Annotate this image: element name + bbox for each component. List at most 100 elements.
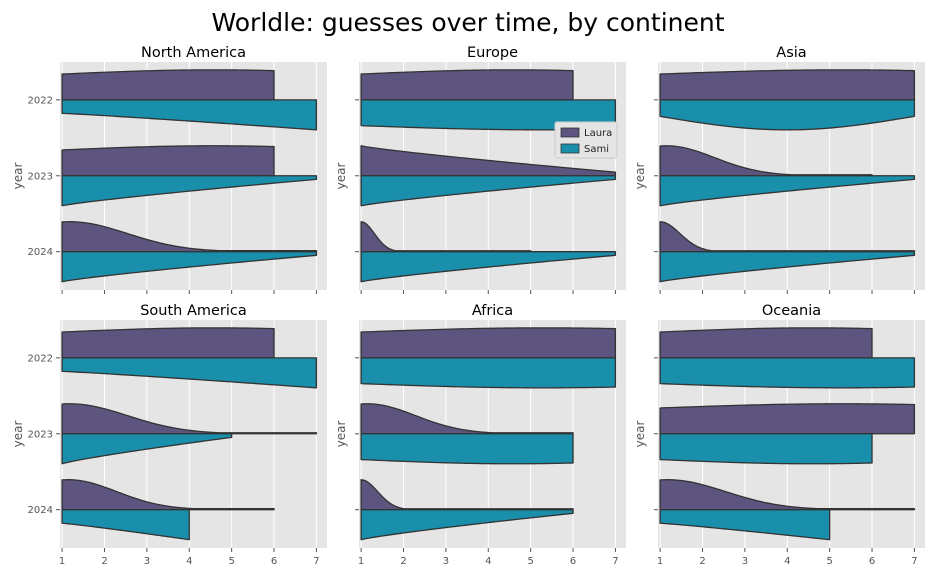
x-tick-label: 6 xyxy=(271,556,277,567)
y-tick-label: 2022 xyxy=(28,95,53,106)
violin-2023 xyxy=(61,145,318,207)
y-tick-label: 2024 xyxy=(28,505,53,516)
legend-swatch-sami xyxy=(560,143,580,154)
x-tick-label: 7 xyxy=(313,556,319,567)
violin-half-laura xyxy=(61,479,275,511)
x-tick-label: 4 xyxy=(784,556,790,567)
violin-2024 xyxy=(360,479,574,541)
violin-half-sami xyxy=(61,175,318,207)
y-axis-label: year xyxy=(633,421,647,448)
violin-half-sami xyxy=(61,357,318,389)
legend: Laura Sami xyxy=(554,121,618,159)
violin-half-laura xyxy=(61,69,275,101)
violin-2023 xyxy=(360,145,617,207)
legend-label-laura: Laura xyxy=(584,128,612,139)
violin-2024 xyxy=(360,221,617,283)
violin-half-laura xyxy=(61,145,275,177)
legend-label-sami: Sami xyxy=(584,144,609,155)
x-tick-label: 2 xyxy=(699,556,705,567)
panel-title: Africa xyxy=(472,303,513,319)
x-tick-label: 6 xyxy=(570,556,576,567)
x-tick-label: 4 xyxy=(186,556,192,567)
violin-half-sami xyxy=(61,99,318,131)
violin-half-laura xyxy=(659,145,873,177)
violin-half-sami xyxy=(659,175,916,207)
violin-2023 xyxy=(360,403,574,465)
x-tick-label: 3 xyxy=(443,556,449,567)
x-tick-label: 5 xyxy=(228,556,234,567)
violin-half-laura xyxy=(360,327,617,359)
violin-2024 xyxy=(61,479,275,541)
violin-half-laura xyxy=(360,69,574,101)
panel-africa: Africa year 1 2 3 4 5 6 7 xyxy=(334,303,626,567)
violin-half-laura xyxy=(360,479,574,511)
panel-oceania: Oceania year 1 2 3 4 5 6 7 xyxy=(633,303,925,567)
violin-half-laura xyxy=(659,327,873,359)
y-tick-label: 2023 xyxy=(28,429,53,440)
violin-2022 xyxy=(360,69,617,131)
violin-2022 xyxy=(659,327,916,389)
violin-half-sami xyxy=(659,433,873,465)
panel-title: Europe xyxy=(467,45,518,61)
y-axis-label: year xyxy=(334,421,348,448)
violin-half-sami xyxy=(659,99,916,131)
y-axis-label: year xyxy=(11,421,25,448)
violin-half-sami xyxy=(360,175,617,207)
x-tick-label: 6 xyxy=(869,556,875,567)
violin-2022 xyxy=(61,69,318,131)
violin-half-sami xyxy=(659,509,831,541)
violin-half-laura xyxy=(61,327,275,359)
violin-half-sami xyxy=(61,251,318,283)
violin-2023 xyxy=(61,403,318,465)
violin-2022 xyxy=(360,327,617,389)
x-tick-label: 1 xyxy=(358,556,364,567)
x-tick-label: 4 xyxy=(485,556,491,567)
violin-2024 xyxy=(61,221,318,283)
y-axis-label: year xyxy=(633,163,647,190)
violin-2022 xyxy=(659,69,916,131)
violin-half-sami xyxy=(360,357,617,389)
y-axis-label: year xyxy=(11,163,25,190)
violin-half-laura xyxy=(659,403,916,435)
violin-half-laura xyxy=(61,403,318,435)
violin-half-laura xyxy=(360,221,532,253)
x-tick-label: 1 xyxy=(657,556,663,567)
x-tick-label: 3 xyxy=(144,556,150,567)
panel-south-america: South America 2022 2023 2024 year 1 2 3 4 5 6 7 xyxy=(11,303,327,567)
x-tick-label: 5 xyxy=(826,556,832,567)
y-tick-label: 2023 xyxy=(28,171,53,182)
panels-group: North America 2022 2023 2024 year Europe year L… xyxy=(11,45,925,567)
violin-half-sami xyxy=(659,251,916,283)
x-tick-label: 7 xyxy=(612,556,618,567)
violin-half-laura xyxy=(659,69,916,101)
x-tick-label: 1 xyxy=(59,556,65,567)
x-tick-label: 3 xyxy=(742,556,748,567)
x-tick-label: 2 xyxy=(101,556,107,567)
panel-north-america: North America 2022 2023 2024 year xyxy=(11,45,327,294)
panel-title: North America xyxy=(141,45,246,61)
violin-half-laura xyxy=(659,479,916,511)
figure-title: Worldle: guesses over time, by continent xyxy=(211,8,724,37)
violin-2023 xyxy=(659,403,916,465)
violin-half-laura xyxy=(659,221,916,253)
legend-swatch-laura xyxy=(560,127,580,138)
violin-half-sami xyxy=(61,509,190,541)
violin-half-sami xyxy=(61,433,233,465)
violin-2024 xyxy=(659,479,916,541)
violin-half-laura xyxy=(360,145,617,177)
violin-half-sami xyxy=(360,433,574,465)
y-axis-label: year xyxy=(334,163,348,190)
violin-2024 xyxy=(659,221,916,283)
x-tick-label: 7 xyxy=(911,556,917,567)
violin-2022 xyxy=(61,327,318,389)
violin-half-laura xyxy=(61,221,318,253)
y-tick-label: 2024 xyxy=(28,247,53,258)
violin-half-laura xyxy=(360,403,574,435)
panel-title: Oceania xyxy=(762,303,821,319)
panel-asia: Asia year xyxy=(633,45,925,294)
x-tick-label: 2 xyxy=(400,556,406,567)
panel-title: Asia xyxy=(776,45,806,61)
violin-half-sami xyxy=(659,357,916,389)
panel-europe: Europe year Laura Sami xyxy=(334,45,626,294)
